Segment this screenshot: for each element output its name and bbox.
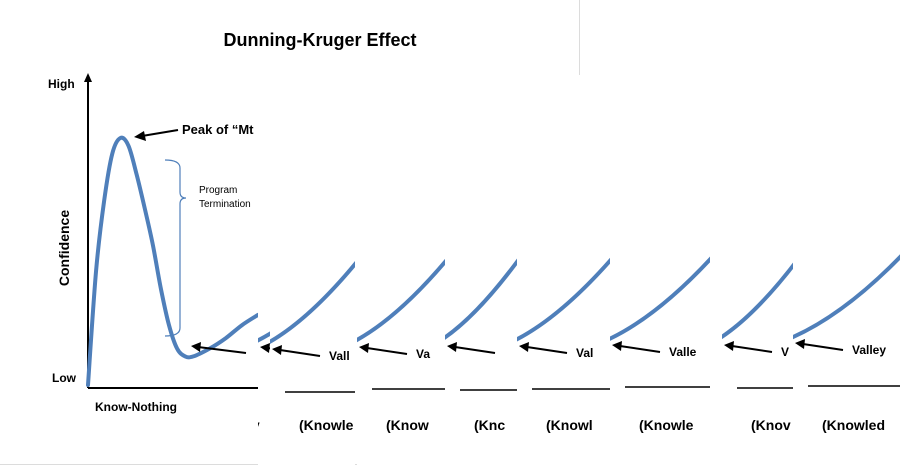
panel-valley-arrowhead: [359, 343, 369, 353]
panel-valley-arrow-line: [454, 346, 496, 354]
panel-7: V (Knov: [722, 75, 797, 465]
peak-arrow-line: [141, 129, 179, 137]
panel-valley-arrowhead: [612, 341, 622, 351]
x-axis-label: Know-Nothing: [95, 400, 177, 414]
panel-background: [793, 75, 900, 465]
panel-valley-label: Valley: [852, 343, 886, 357]
panel-background: [445, 75, 517, 465]
panel-background: [357, 75, 445, 465]
panel-valley-arrowhead: [724, 341, 734, 351]
panel-curve: [270, 260, 355, 344]
peak-annotation: Peak of “Mt: [134, 122, 254, 141]
panel-valley-arrow-line: [526, 346, 568, 354]
panel-3: Va (Know: [357, 75, 445, 465]
panel-curve: [793, 254, 900, 340]
panel-knowledge-label: (Know: [386, 417, 429, 433]
panel-curve: [517, 257, 610, 342]
panel-valley-arrow-line: [366, 347, 408, 355]
bracket-label-line2: Termination: [199, 199, 251, 210]
panel-knowledge-label: (Knov: [220, 417, 260, 433]
panel-curve: [357, 258, 445, 343]
panel-curve: [445, 258, 517, 340]
main-valley-arrowhead: [191, 342, 201, 352]
panel-6: Valle (Knowle: [610, 75, 710, 465]
program-termination-bracket: Program Termination: [164, 159, 251, 337]
panel-4: (Knc: [445, 75, 517, 465]
y-tick-high: High: [48, 77, 75, 91]
panel-knowledge-label: (Knowle: [639, 417, 694, 433]
panel-2: Vall (Knowle: [270, 75, 355, 465]
main-valley-annotation: [191, 342, 247, 354]
panel-valley-arrow-line: [279, 349, 321, 357]
main-valley-arrow-line: [197, 346, 247, 354]
panel-8: Valley (Knowled: [793, 75, 900, 465]
peak-arrowhead: [134, 131, 146, 141]
panel-valley-arrowhead: [519, 342, 529, 352]
panel-knowledge-label: (Knowl: [546, 417, 593, 433]
panel-valley-label: V: [781, 345, 789, 359]
panel-valley-label: Val: [576, 346, 593, 360]
panel-valley-arrow-line: [731, 345, 773, 353]
chart-title: Dunning-Kruger Effect: [224, 30, 417, 50]
panel-valley-arrow-line: [619, 345, 661, 353]
panel-valley-label: Va: [416, 347, 430, 361]
axes: [84, 73, 258, 389]
repeated-panels: V(KnovVall(KnowleVa(Know(KncVal(KnowlVal…: [220, 75, 900, 465]
panel-curve: [722, 257, 797, 340]
bracket-label-line1: Program: [199, 185, 237, 196]
panel-curve: [610, 256, 710, 341]
panel-background: [517, 75, 610, 465]
curly-bracket: [164, 159, 187, 337]
y-axis-arrowhead: [84, 73, 92, 82]
panel-background: [270, 75, 355, 465]
panel-valley-label: Valle: [669, 345, 697, 359]
panel-knowledge-label: (Knowled: [822, 417, 885, 433]
panel-valley-label: Vall: [329, 349, 350, 363]
panel-5: Val (Knowl: [517, 75, 610, 465]
peak-label: Peak of “Mt: [182, 122, 254, 137]
panel-valley-arrowhead: [260, 343, 270, 353]
panel-valley-arrowhead: [272, 345, 282, 355]
y-axis-label: Confidence: [56, 210, 72, 286]
panel-knowledge-label: (Knov: [751, 417, 791, 433]
y-tick-low: Low: [52, 371, 77, 385]
panel-knowledge-label: (Knc: [474, 417, 505, 433]
panel-background: [610, 75, 710, 465]
panel-valley-arrowhead: [447, 342, 457, 352]
panel-valley-arrowhead: [795, 339, 805, 349]
panel-valley-arrow-line: [802, 343, 844, 351]
panel-background: [722, 75, 797, 465]
panel-knowledge-label: (Knowle: [299, 417, 354, 433]
